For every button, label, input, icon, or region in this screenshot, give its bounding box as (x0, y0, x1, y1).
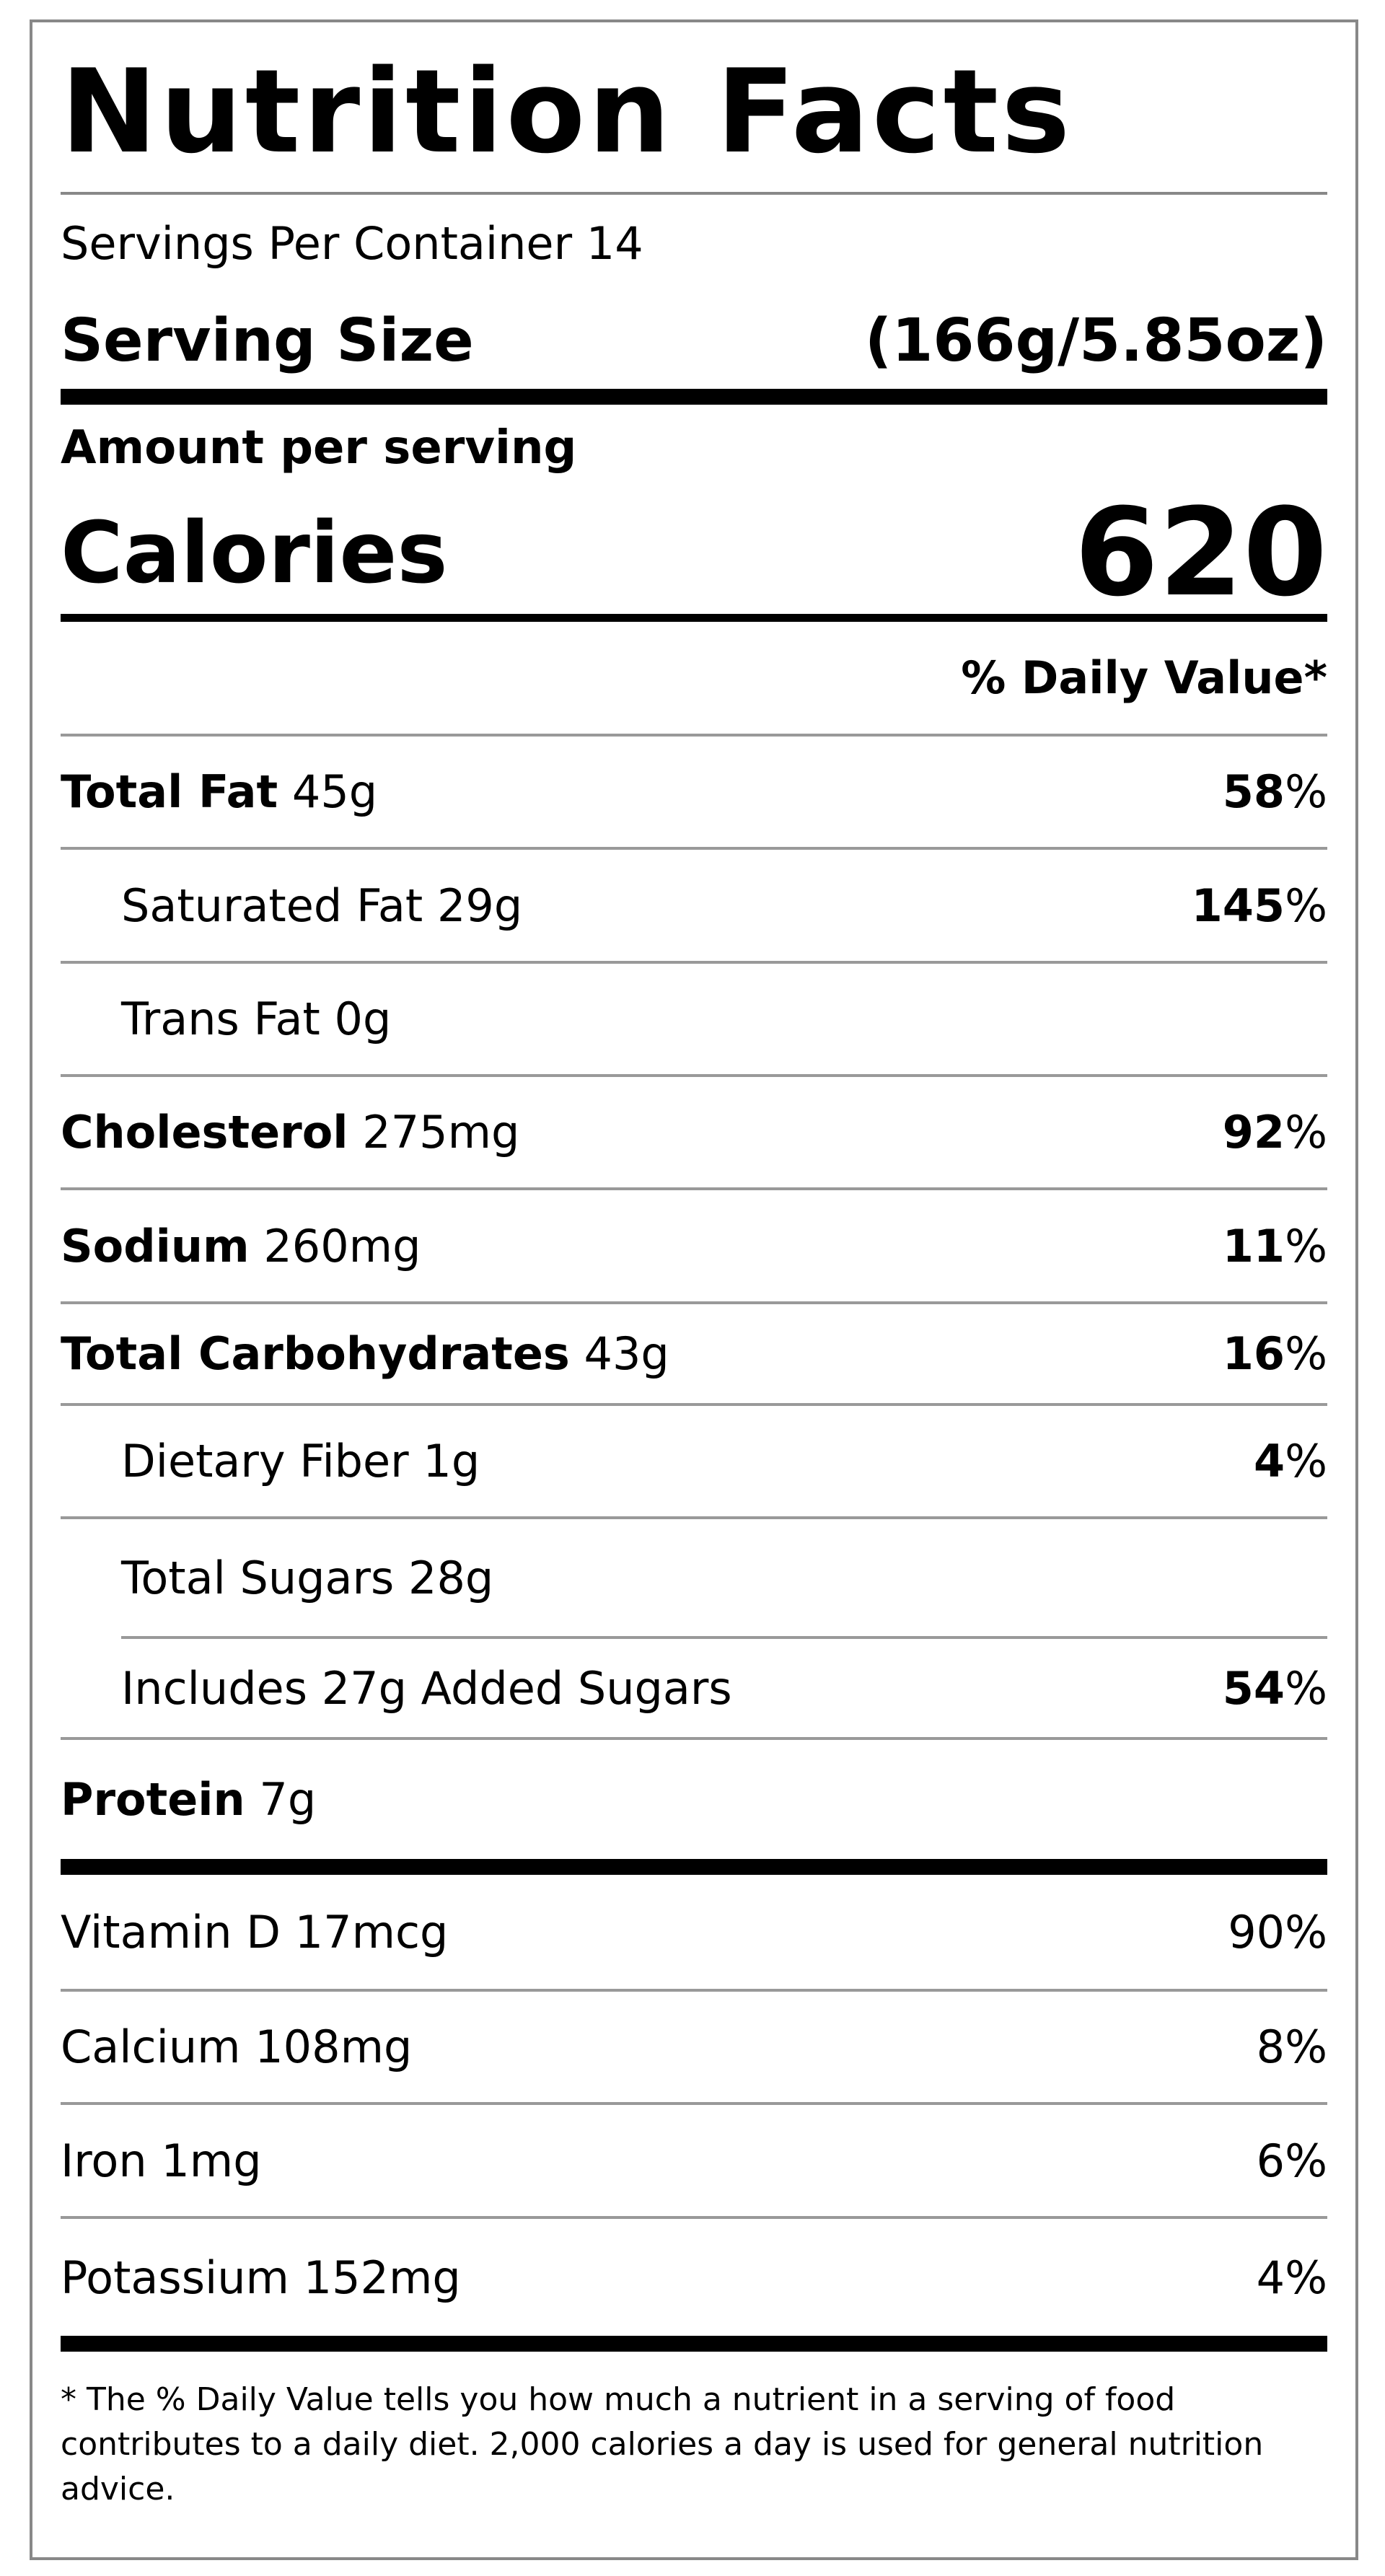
nutrient-amount: 45g (291, 765, 378, 818)
nutrient: Total Sugars 28g (121, 1552, 493, 1604)
nutrient: Total Carbohydrates 43g (61, 1327, 669, 1380)
vitamin-amount: 108mg (255, 2021, 413, 2073)
amount-text: Amount per serving (61, 421, 577, 475)
nutrient: Saturated Fat 29g (121, 879, 522, 932)
nutrient-row: Total Fat 45g 58% (61, 737, 1327, 850)
nutrient: Trans Fat 0g (121, 993, 391, 1045)
divider (61, 734, 1327, 737)
nutrition-label: Nutrition Facts Servings Per Container 1… (30, 19, 1358, 2560)
nutrient-name: Sodium (61, 1219, 250, 1272)
nutrient-row: Trans Fat 0g (61, 964, 1327, 1077)
divider (61, 2336, 1327, 2352)
divider (61, 192, 1327, 195)
nutrient: Protein 7g (61, 1773, 316, 1826)
nutrient-name: Cholesterol (61, 1106, 348, 1159)
nutrient-amount: 29g (436, 879, 523, 932)
nutrient-amount: 43g (584, 1327, 669, 1380)
nutrient-row: Sodium 260mg 11% (61, 1190, 1327, 1304)
daily-value: 145% (1191, 879, 1327, 932)
nutrient-name: Protein (61, 1773, 245, 1826)
nutrient-row: Total Carbohydrates 43g 16% (61, 1304, 1327, 1406)
footnote: * The % Daily Value tells you how much a… (61, 2381, 1264, 2507)
divider (61, 1859, 1327, 1875)
vitamin: Calcium 108mg (61, 2021, 412, 2073)
nutrient: Total Fat 45g (61, 765, 377, 818)
nutrient-name: Total Carbohydrates (61, 1327, 570, 1380)
vitamin-amount: 152mg (303, 2251, 461, 2304)
nutrient-name: Total Sugars (121, 1551, 395, 1604)
serving-size-label: Serving Size (61, 306, 474, 375)
daily-value: 6% (1256, 2134, 1327, 2187)
vitamin-row: Potassium 152mg 4% (61, 2219, 1327, 2336)
nutrient: Includes 27g Added Sugars (121, 1662, 732, 1715)
nutrient-amount: 1g (423, 1435, 480, 1487)
nutrient-name: Dietary Fiber (121, 1435, 409, 1487)
nutrient-name: Includes 27g Added Sugars (121, 1661, 732, 1715)
vitamin-amount: 1mg (161, 2134, 262, 2187)
vitamin-list: Vitamin D 17mcg 90% Calcium 108mg 8% Iron 1m… (61, 1875, 1327, 2336)
calories-label: Calories (61, 502, 448, 602)
divider (61, 614, 1327, 622)
vitamin: Potassium 152mg (61, 2251, 461, 2304)
servings-text: Servings Per Container 14 (61, 217, 643, 270)
nutrient-name: Saturated Fat (121, 879, 423, 932)
daily-value-header: % Daily Value* (61, 622, 1327, 734)
nutrient-name: Total Fat (61, 765, 278, 818)
vitamin-row: Vitamin D 17mcg 90% (61, 1875, 1327, 1992)
nutrient-row: Saturated Fat 29g 145% (61, 850, 1327, 964)
vitamin-name: Vitamin D (61, 1905, 281, 1959)
vitamin-name: Potassium (61, 2251, 289, 2304)
nutrient-amount: 275mg (362, 1106, 520, 1159)
daily-value: 4% (1256, 2251, 1327, 2304)
vitamin-name: Calcium (61, 2021, 241, 2073)
vitamin: Iron 1mg (61, 2135, 262, 2187)
nutrient-amount: 7g (259, 1773, 317, 1826)
vitamin-name: Iron (61, 2134, 147, 2187)
nutrient-list: Total Fat 45g 58% Saturated Fat 29g 145% Tra… (61, 737, 1327, 1859)
divider (61, 389, 1327, 405)
daily-value: 4% (1253, 1435, 1327, 1487)
daily-value: 58% (1222, 765, 1327, 818)
nutrient: Cholesterol 275mg (61, 1106, 519, 1159)
nutrient-amount: 28g (408, 1551, 494, 1604)
nutrient-row: Protein 7g (61, 1740, 1327, 1859)
daily-value-header-text: % Daily Value* (961, 651, 1327, 704)
nutrient-amount: 260mg (263, 1219, 421, 1272)
title: Nutrition Facts (61, 22, 1327, 192)
daily-value: 16% (1222, 1327, 1327, 1380)
nutrient-row: Dietary Fiber 1g 4% (61, 1406, 1327, 1519)
vitamin-row: Iron 1mg 6% (61, 2105, 1327, 2219)
serving-size-value: (166g/5.85oz) (864, 306, 1327, 375)
nutrient: Dietary Fiber 1g (121, 1435, 480, 1487)
daily-value: 11% (1222, 1219, 1327, 1272)
daily-value: 8% (1256, 2021, 1327, 2073)
daily-value: 92% (1222, 1106, 1327, 1159)
daily-value: 54% (1222, 1661, 1327, 1715)
title-text: Nutrition Facts (61, 44, 1073, 179)
calories-value: 620 (1074, 481, 1327, 623)
nutrient: Sodium 260mg (61, 1220, 421, 1272)
nutrient-row: Total Sugars 28g (61, 1519, 1327, 1636)
servings-row: Servings Per Container 14 (61, 195, 1327, 292)
vitamin-amount: 17mcg (294, 1905, 449, 1959)
divider (121, 1636, 1327, 1639)
nutrient-row: Includes 27g Added Sugars 54% (61, 1639, 1327, 1740)
nutrient-amount: 0g (334, 993, 392, 1045)
calories-row: Calories 620 (61, 482, 1327, 623)
daily-value: 90% (1228, 1905, 1327, 1959)
nutrient-name: Trans Fat (121, 993, 320, 1045)
vitamin-row: Calcium 108mg 8% (61, 1992, 1327, 2105)
vitamin: Vitamin D 17mcg (61, 1906, 448, 1959)
amount-row: Amount per serving (61, 405, 1327, 491)
serving-size-row: Serving Size (166g/5.85oz) (61, 292, 1327, 389)
nutrient-row: Cholesterol 275mg 92% (61, 1077, 1327, 1190)
